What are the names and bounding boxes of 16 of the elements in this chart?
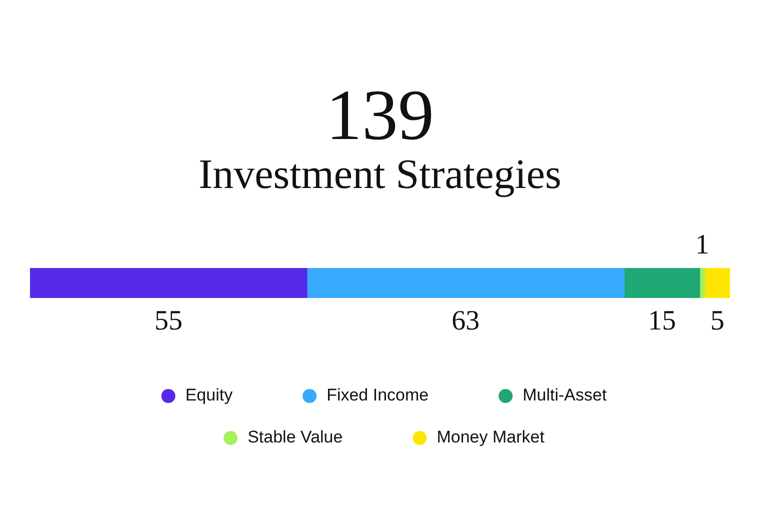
bar (30, 268, 308, 298)
bar (306, 268, 625, 298)
chart-subtitle: Investment Strategies (198, 152, 562, 198)
data-label: 15 (648, 305, 676, 336)
data-label: 63 (452, 305, 480, 336)
legend-label: Stable Value (248, 428, 343, 447)
data-label: 55 (154, 305, 182, 336)
data-label: 5 (710, 305, 724, 336)
legend-label: Fixed Income (326, 386, 429, 405)
bar (704, 268, 730, 298)
chart-title: 139 (326, 74, 434, 155)
legend-label: Equity (185, 386, 234, 405)
data-label: 1 (695, 229, 710, 260)
legend-label: Money Market (436, 428, 545, 447)
legend-label: Multi-Asset (522, 386, 607, 405)
bar (624, 268, 700, 298)
